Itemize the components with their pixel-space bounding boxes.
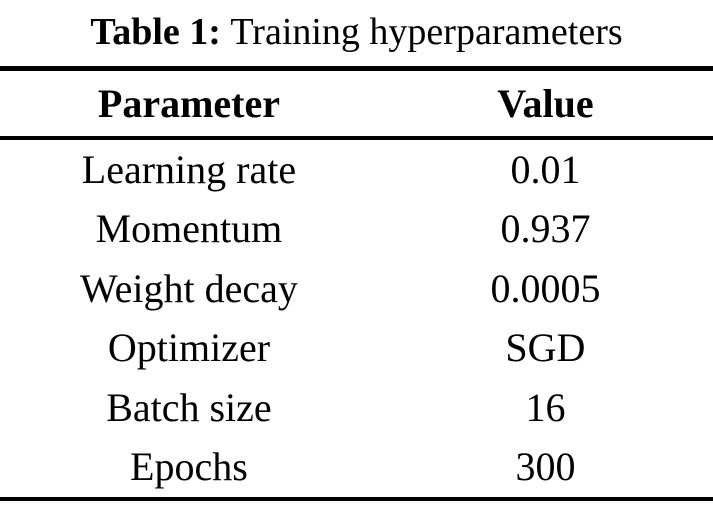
table-body: Learning rate 0.01 Momentum 0.937 Weight dec…	[0, 138, 713, 499]
value-cell: SGD	[505, 325, 586, 371]
value-cell: 0.937	[500, 206, 591, 252]
hyperparameters-table: Parameter Value Learning rate 0.01 Momentu…	[0, 66, 713, 501]
table-caption: Table 1: Training hyperparameters	[0, 0, 713, 66]
table-row: Momentum 0.937	[0, 200, 713, 260]
table-row: Learning rate 0.01	[0, 138, 713, 200]
column-header-value: Value	[377, 68, 713, 140]
parameter-cell: Epochs	[130, 444, 248, 490]
table-header: Parameter Value	[0, 68, 713, 140]
table-row: Optimizer SGD	[0, 319, 713, 379]
parameter-cell: Weight decay	[80, 265, 298, 311]
parameter-cell: Optimizer	[107, 325, 271, 371]
value-cell: 300	[515, 444, 576, 490]
header-row: Parameter Value	[0, 68, 713, 140]
parameter-cell: Learning rate	[81, 146, 297, 192]
table-row: Epochs 300	[0, 438, 713, 500]
parameter-cell: Batch size	[106, 384, 272, 430]
table-caption-label: Table 1:	[90, 11, 221, 54]
value-cell: 0.01	[510, 146, 581, 192]
table-row: Batch size 16	[0, 378, 713, 438]
value-cell: 16	[525, 384, 566, 430]
table-row: Weight decay 0.0005	[0, 259, 713, 319]
table-caption-text: Training hyperparameters	[230, 11, 623, 54]
column-header-parameter: Parameter	[0, 68, 378, 140]
parameter-cell: Momentum	[95, 206, 283, 252]
value-cell: 0.0005	[490, 265, 601, 311]
